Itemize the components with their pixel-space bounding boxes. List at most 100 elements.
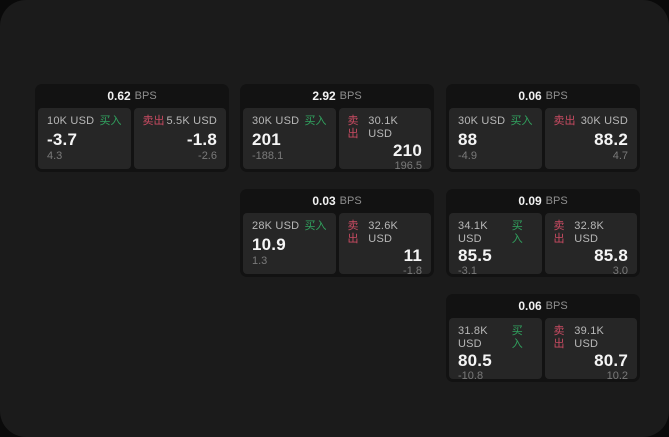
tile-top: 30K USD 买入	[252, 115, 327, 128]
sell-delta: -1.8	[403, 265, 422, 277]
buy-price: 88	[458, 129, 478, 149]
sell-notional: 39.1K USD	[574, 325, 605, 350]
card-header: 0.09 BPS	[446, 189, 640, 213]
sell-tile[interactable]: 卖出 32.8K USD 85.8 3.0	[544, 213, 637, 277]
sell-delta: 3.0	[612, 265, 628, 277]
quote-card: 0.62 BPS 10K USD 买入 -3.7 4.3 卖出 5.5K USD…	[35, 84, 229, 172]
buy-tile[interactable]: 30K USD 买入 201 -188.1	[243, 108, 336, 169]
sell-price: 11	[403, 246, 422, 265]
sell-price: 85.8	[594, 246, 628, 265]
buy-delta: -10.8	[458, 370, 484, 382]
buy-delta: -3.1	[458, 265, 477, 277]
quote-card: 0.09 BPS 34.1K USD 买入 85.5 -3.1 卖出 32.8K…	[446, 189, 640, 277]
sell-notional: 30.1K USD	[368, 115, 399, 140]
quote-card: 0.06 BPS 30K USD 买入 88 -4.9 卖出 30K USD 8…	[446, 84, 640, 172]
tile-top: 卖出 5.5K USD	[143, 115, 218, 128]
tile-top: 卖出 30K USD	[554, 115, 629, 128]
sell-tag: 卖出	[553, 220, 565, 245]
buy-tile[interactable]: 10K USD 买入 -3.7 4.3	[38, 108, 131, 169]
buy-tag: 买入	[511, 220, 523, 245]
card-header: 0.06 BPS	[446, 294, 640, 318]
buy-tile[interactable]: 31.8K USD 买入 80.5 -10.8	[449, 318, 542, 382]
sell-notional: 30K USD	[580, 115, 628, 127]
buy-delta: 4.3	[47, 150, 63, 162]
buy-price: 10.9	[252, 234, 286, 254]
sell-price: -1.8	[186, 129, 217, 149]
bps-value: 2.92	[312, 89, 336, 103]
sell-tile[interactable]: 卖出 30.1K USD 210 196.5	[338, 108, 431, 172]
tile-top: 30K USD 买入	[458, 115, 533, 128]
tile-top: 31.8K USD 买入	[458, 325, 533, 351]
sell-tag: 卖出	[553, 115, 576, 127]
bps-value: 0.62	[107, 89, 131, 103]
buy-delta: -4.9	[458, 150, 477, 162]
bps-value: 0.03	[312, 194, 336, 208]
tile-top: 卖出 32.6K USD	[348, 220, 423, 246]
sell-delta: 196.5	[394, 160, 422, 172]
buy-price: 85.5	[458, 246, 492, 265]
sell-price: 88.2	[594, 129, 628, 149]
buy-tag: 买入	[304, 220, 327, 232]
tile-top: 28K USD 买入	[252, 220, 327, 233]
buy-tile[interactable]: 34.1K USD 买入 85.5 -3.1	[449, 213, 542, 277]
tile-row: 30K USD 买入 88 -4.9 卖出 30K USD 88.2 4.7	[446, 108, 640, 172]
tile-row: 31.8K USD 买入 80.5 -10.8 卖出 39.1K USD 80.…	[446, 318, 640, 382]
buy-notional: 10K USD	[47, 115, 95, 127]
buy-tag: 买入	[304, 115, 327, 127]
bps-unit-label: BPS	[339, 90, 362, 102]
card-header: 0.62 BPS	[35, 84, 229, 108]
sell-tile[interactable]: 卖出 39.1K USD 80.7 10.2	[544, 318, 637, 382]
sell-delta: -2.6	[198, 150, 217, 162]
buy-tile[interactable]: 28K USD 买入 10.9 1.3	[243, 213, 336, 274]
quote-card: 0.06 BPS 31.8K USD 买入 80.5 -10.8 卖出 39.1…	[446, 294, 640, 382]
buy-notional: 31.8K USD	[458, 325, 488, 350]
tile-row: 10K USD 买入 -3.7 4.3 卖出 5.5K USD -1.8 -2.…	[35, 108, 229, 172]
bps-unit-label: BPS	[545, 300, 568, 312]
buy-notional: 34.1K USD	[458, 220, 488, 245]
card-header: 0.06 BPS	[446, 84, 640, 108]
tile-row: 34.1K USD 买入 85.5 -3.1 卖出 32.8K USD 85.8…	[446, 213, 640, 277]
buy-price: 80.5	[458, 351, 492, 370]
sell-price: 210	[393, 141, 422, 160]
tile-row: 30K USD 买入 201 -188.1 卖出 30.1K USD 210 1…	[240, 108, 434, 172]
sell-notional: 32.8K USD	[574, 220, 605, 245]
sell-tag: 卖出	[553, 325, 565, 350]
buy-tag: 买入	[99, 115, 122, 127]
bps-value: 0.06	[518, 89, 542, 103]
quote-card: 2.92 BPS 30K USD 买入 201 -188.1 卖出 30.1K …	[240, 84, 434, 172]
buy-notional: 28K USD	[252, 220, 300, 232]
bps-value: 0.09	[518, 194, 542, 208]
bps-value: 0.06	[518, 299, 542, 313]
buy-delta: 1.3	[252, 255, 268, 267]
quote-card: 0.03 BPS 28K USD 买入 10.9 1.3 卖出 32.6K US…	[240, 189, 434, 277]
sell-tile[interactable]: 卖出 32.6K USD 11 -1.8	[338, 213, 431, 277]
sell-notional: 5.5K USD	[166, 115, 217, 127]
sell-delta: 4.7	[612, 150, 628, 162]
buy-delta: -188.1	[252, 150, 284, 162]
tile-top: 10K USD 买入	[47, 115, 122, 128]
card-header: 0.03 BPS	[240, 189, 434, 213]
buy-tag: 买入	[511, 325, 523, 350]
sell-tag: 卖出	[347, 115, 359, 140]
bps-unit-label: BPS	[134, 90, 157, 102]
bps-unit-label: BPS	[339, 195, 362, 207]
sell-tile[interactable]: 卖出 5.5K USD -1.8 -2.6	[133, 108, 226, 169]
tile-row: 28K USD 买入 10.9 1.3 卖出 32.6K USD 11 -1.8	[240, 213, 434, 277]
tile-top: 卖出 39.1K USD	[554, 325, 629, 351]
buy-price: 201	[252, 129, 281, 149]
bps-unit-label: BPS	[545, 90, 568, 102]
tile-top: 卖出 30.1K USD	[348, 115, 423, 141]
tile-top: 卖出 32.8K USD	[554, 220, 629, 246]
buy-tag: 买入	[510, 115, 533, 127]
buy-tile[interactable]: 30K USD 买入 88 -4.9	[449, 108, 542, 169]
buy-notional: 30K USD	[252, 115, 300, 127]
bps-unit-label: BPS	[545, 195, 568, 207]
sell-tile[interactable]: 卖出 30K USD 88.2 4.7	[544, 108, 637, 169]
sell-price: 80.7	[594, 351, 628, 370]
buy-notional: 30K USD	[458, 115, 506, 127]
sell-notional: 32.6K USD	[368, 220, 399, 245]
sell-tag: 卖出	[347, 220, 359, 245]
sell-tag: 卖出	[142, 115, 165, 127]
card-header: 2.92 BPS	[240, 84, 434, 108]
